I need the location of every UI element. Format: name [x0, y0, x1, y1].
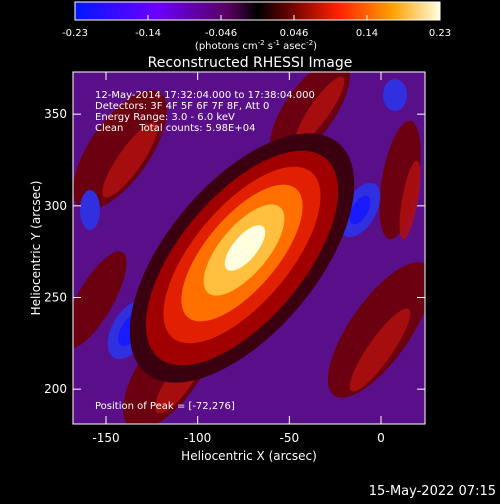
y-tick-label: 250	[44, 291, 67, 305]
colorbar-tick-label: -0.046	[205, 28, 237, 39]
x-tick-label: -50	[280, 431, 300, 445]
info-clean: Clean Total counts: 5.98E+04	[95, 123, 255, 134]
colorbar-tick-label: 0.046	[280, 28, 309, 39]
x-axis-ticks: -150 -100 -50 0	[92, 72, 385, 445]
y-tick-label: 350	[44, 107, 67, 121]
info-detectors: Detectors: 3F 4F 5F 6F 7F 8F, Att 0	[95, 101, 269, 112]
y-axis-label: Heliocentric Y (arcsec)	[29, 181, 43, 316]
plot-title: Reconstructed RHESSI Image	[148, 55, 353, 71]
colorbar-ticks: -0.23 -0.14 -0.046 0.046 0.14 0.23	[62, 15, 451, 39]
x-tick-label: -100	[184, 431, 211, 445]
plot-frame	[72, 71, 426, 425]
colorbar-tick-label: -0.23	[62, 28, 88, 39]
y-axis-ticks: 200 250 300 350	[44, 107, 425, 396]
colorbar: -0.23 -0.14 -0.046 0.046 0.14 0.23 (photons c…	[62, 1, 451, 52]
y-tick-label: 300	[44, 199, 67, 213]
info-peak-position: Position of Peak = [-72,276]	[95, 401, 235, 412]
footer-date: 15-May-2022 07:15	[369, 484, 496, 499]
colorbar-tick-label: -0.14	[135, 28, 161, 39]
colorbar-tick-label: 0.23	[429, 28, 451, 39]
x-tick-label: 0	[377, 431, 385, 445]
colorbar-unit-label: (photons cm-2 s-1 asec-2)	[195, 39, 317, 52]
x-tick-label: -150	[92, 431, 119, 445]
info-block: 12-May-2014 17:32:04.000 to 17:38:04.000…	[95, 90, 315, 412]
rhessi-image	[73, 72, 425, 424]
colorbar-tick-label: 0.14	[356, 28, 378, 39]
y-tick-label: 200	[44, 382, 67, 396]
info-time-range: 12-May-2014 17:32:04.000 to 17:38:04.000	[95, 90, 315, 101]
colorbar-frame	[74, 1, 441, 21]
colorbar-gradient	[75, 2, 440, 20]
x-axis-label: Heliocentric X (arcsec)	[181, 449, 317, 463]
info-energy: Energy Range: 3.0 - 6.0 keV	[95, 112, 235, 123]
